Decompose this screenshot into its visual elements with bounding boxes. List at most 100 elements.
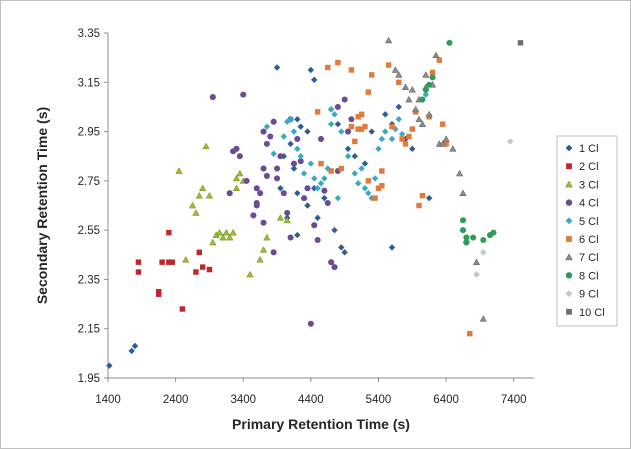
data-point [331,226,338,234]
legend-label: 7 Cl [579,252,599,264]
data-point [442,135,450,142]
data-point [416,202,422,209]
data-point [348,123,355,130]
data-point [314,185,321,192]
data-point [270,150,277,157]
data-point [351,170,359,177]
series-1 [106,64,433,369]
data-point [409,145,416,153]
legend-item: 6 Cl [566,234,599,246]
legend-marker [565,290,573,297]
data-point [419,96,426,103]
y-tick-label: 2.15 [78,324,100,336]
data-point [395,116,402,123]
data-point [371,175,379,182]
data-point [263,233,271,241]
data-point [226,233,234,241]
legend-label: 1 Cl [579,143,599,155]
data-point [159,259,165,265]
data-point [327,106,335,113]
data-point [472,258,481,265]
x-tick-label: 5400 [366,394,392,406]
x-tick-label: 1400 [95,394,121,406]
data-point [131,342,139,350]
legend-label: 5 Cl [579,216,599,228]
data-point [396,79,402,86]
y-tick-label: 2.35 [78,274,100,286]
legend-item: 4 Cl [565,198,599,210]
legend-item: 3 Cl [565,179,599,191]
data-point [206,266,213,273]
data-point [388,135,396,143]
data-point [426,81,433,88]
data-point [372,195,378,201]
x-tick-label: 4400 [298,394,324,406]
data-point [294,189,301,197]
data-point [314,109,321,115]
series-10 [517,40,524,46]
data-point [317,180,325,187]
data-point [318,160,324,167]
data-point [341,249,348,256]
data-point [328,259,335,266]
data-point [325,64,331,71]
series-2 [135,229,213,312]
data-point [280,190,287,197]
data-point [311,175,318,182]
data-point [166,259,172,265]
data-point [287,234,294,241]
data-point [341,96,348,103]
data-point [311,185,318,192]
data-point [297,158,304,165]
data-point [362,123,368,130]
data-point [182,255,190,263]
data-point [195,191,203,199]
data-point [301,195,308,202]
data-point [294,231,301,239]
data-point [243,177,250,184]
data-point [311,76,318,84]
data-point [260,165,267,172]
data-point [348,116,355,123]
y-axis-ticks: 1.95 2.15 2.35 2.55 2.75 2.95 3.15 3.35 [78,28,108,385]
data-point [439,121,446,127]
data-point [352,138,358,145]
data-point [354,180,362,187]
data-point [399,136,405,142]
legend-marker [566,308,572,315]
data-point [480,236,487,244]
data-point [358,111,365,118]
data-point [443,141,449,147]
data-point [345,128,352,135]
legend-marker [566,163,572,170]
series-8 [419,39,497,246]
data-point [294,116,301,123]
legend-label: 2 Cl [579,161,599,173]
data-point [391,66,400,73]
data-point [155,289,162,295]
data-point [253,185,260,192]
data-point [358,126,365,132]
data-point [490,229,497,236]
data-point [304,128,311,135]
y-tick-label: 2.75 [78,176,100,188]
data-point [344,153,352,160]
data-point [425,110,433,118]
data-point [294,145,301,153]
data-point [236,169,244,177]
data-point [355,114,361,120]
data-point [196,249,203,256]
series-3 [175,142,291,278]
data-point [276,214,285,221]
data-point [429,74,436,81]
data-points [106,36,524,369]
data-point [429,69,436,76]
data-point [395,103,402,111]
data-point [280,133,288,140]
data-point [334,120,342,128]
data-point [459,217,467,224]
data-point [432,51,440,58]
data-point [368,128,375,135]
